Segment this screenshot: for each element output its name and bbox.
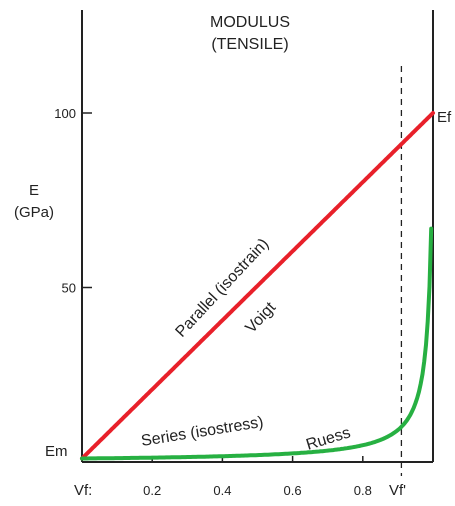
y-axis-label-line2: (GPa): [14, 204, 54, 221]
x-axis-label-right: Vf': [389, 482, 406, 499]
x-tick-label-0.8: 0.8: [354, 483, 372, 498]
x-axis-label-left: Vf:: [74, 482, 92, 499]
series-label-voigt: Voigt: [242, 299, 279, 337]
chart-title-line1: MODULUS: [210, 14, 290, 31]
series-label-series: Series (isostress): [140, 414, 265, 450]
y-axis-label-line1: E: [29, 182, 39, 199]
chart-title-line2: (TENSILE): [211, 36, 288, 53]
series-line-reuss: [80, 226, 434, 461]
endpoint-label-em: Em: [45, 443, 68, 460]
x-tick-label-0.4: 0.4: [213, 483, 231, 498]
x-tick-label-0.2: 0.2: [143, 483, 161, 498]
y-tick-label-100: 100: [54, 106, 76, 121]
endpoint-label-ef: Ef: [437, 109, 452, 126]
x-tick-label-0.6: 0.6: [284, 483, 302, 498]
y-tick-label-50: 50: [62, 281, 76, 296]
series-line-voigt: [80, 111, 435, 461]
